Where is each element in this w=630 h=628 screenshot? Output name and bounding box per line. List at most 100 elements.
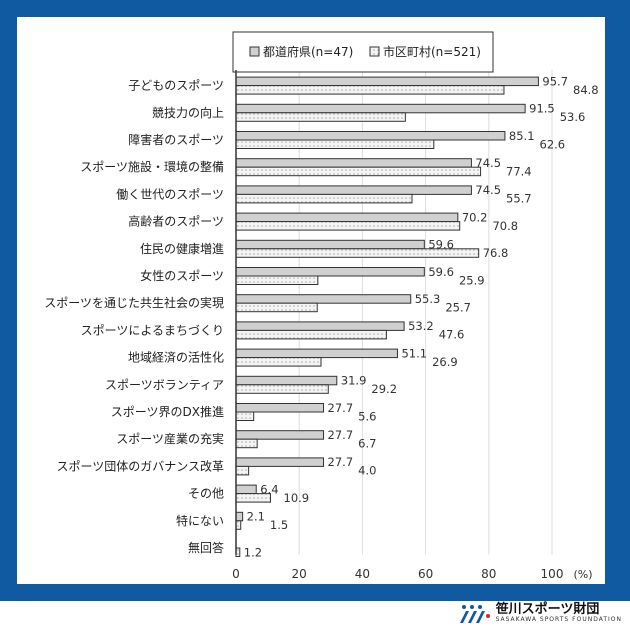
category-label: 地域経済の活性化: [128, 350, 224, 365]
logo-text-en: SASAKAWA SPORTS FOUNDATION: [495, 616, 622, 623]
data-label: 10.9: [284, 491, 310, 505]
bar-chart: 0 20 40 60 80 100 (%) 都道府県(n=47) 市区町村(n=521) 子どもの…: [44, 31, 599, 581]
category-label: スポーツを通じた共生社会の実現: [44, 295, 224, 310]
category-label: スポーツ施設・環境の整備: [80, 159, 224, 174]
category-label: スポーツボランティア: [105, 378, 224, 392]
data-label: 59.6: [428, 238, 454, 252]
bar-prefecture: [235, 267, 425, 277]
data-label: 85.1: [509, 129, 535, 143]
data-label: 76.8: [483, 246, 509, 260]
data-label: 62.6: [540, 137, 566, 151]
bar-municipality: [235, 438, 258, 449]
data-label: 70.2: [462, 210, 488, 224]
data-label: 1.2: [244, 545, 262, 559]
bar-municipality: [235, 465, 250, 476]
bar-municipality: [235, 193, 413, 204]
x-tick-label: 40: [355, 567, 370, 581]
x-tick-label: 80: [481, 567, 496, 581]
data-label: 47.6: [439, 328, 465, 342]
category-label: 障害者のスポーツ: [128, 132, 224, 147]
bar-prefecture: [235, 294, 412, 304]
data-label: 27.7: [328, 428, 354, 442]
logo-text-jp: 笹川スポーツ財団: [495, 602, 600, 617]
data-label: 26.9: [432, 355, 458, 369]
legend-label: 都道府県(n=47): [263, 44, 353, 59]
legend-label: 市区町村(n=521): [383, 44, 481, 59]
bar-prefecture: [235, 403, 325, 413]
legend-swatch: [249, 46, 260, 57]
bar-municipality: [235, 112, 406, 122]
x-tick-label: 100: [541, 567, 564, 581]
bar-prefecture: [235, 457, 325, 467]
category-label: 子どものスポーツ: [128, 79, 224, 93]
category-label: その他: [188, 487, 224, 501]
bar-municipality: [235, 384, 329, 394]
bar-prefecture: [235, 185, 472, 195]
category-label: 競技力の向上: [152, 105, 224, 120]
data-label: 74.5: [475, 156, 501, 170]
bar-municipality: [235, 221, 461, 231]
category-label: 特にない: [176, 513, 224, 528]
category-label: 無回答: [188, 540, 224, 555]
data-label: 53.6: [560, 110, 586, 124]
data-label: 55.3: [415, 292, 441, 306]
bar-municipality: [235, 411, 255, 421]
bar-prefecture: [235, 484, 257, 495]
data-label: 6.4: [260, 482, 278, 496]
category-label: スポーツ界のDX推進: [111, 405, 224, 419]
data-label: 55.7: [506, 192, 532, 206]
data-label: 25.9: [459, 273, 485, 287]
bar-municipality: [235, 139, 435, 149]
data-label: 51.1: [401, 346, 427, 360]
bar-municipality: [235, 302, 318, 313]
x-tick-label: 0: [232, 567, 240, 581]
bar-prefecture: [235, 430, 325, 440]
category-label: スポーツ団体のガバナンス改革: [56, 459, 224, 473]
bar-municipality: [235, 248, 480, 258]
bar-prefecture: [235, 103, 526, 114]
data-label: 95.7: [542, 74, 568, 88]
bar-prefecture: [235, 511, 244, 522]
data-label: 27.7: [328, 401, 354, 415]
bar-prefecture: [235, 131, 506, 141]
bar-municipality: [235, 166, 482, 177]
data-label: 84.8: [573, 83, 599, 97]
data-label: 77.4: [506, 164, 532, 178]
bar-municipality: [235, 357, 322, 367]
data-label: 29.2: [371, 382, 397, 396]
bar-municipality: [235, 85, 505, 95]
legend-box: [232, 31, 494, 73]
bar-prefecture: [235, 239, 425, 250]
category-label: 住民の健康増進: [140, 241, 224, 256]
footer-logo: 笹川スポーツ財団 SASAKAWA SPORTS FOUNDATION: [456, 603, 622, 624]
foundation-logo-icon: [459, 604, 490, 623]
data-label: 70.8: [492, 219, 518, 233]
category-label: スポーツ産業の充実: [116, 431, 224, 446]
bar-prefecture: [235, 212, 459, 223]
legend-swatch: [369, 46, 380, 57]
x-unit-label: (%): [573, 568, 592, 581]
data-label: 74.5: [475, 183, 501, 197]
data-label: 6.7: [358, 436, 376, 450]
category-label: スポーツによるまちづくり: [81, 323, 224, 337]
category-label: 働く世代のスポーツ: [116, 187, 224, 201]
category-label: 高齢者のスポーツ: [128, 214, 224, 229]
data-label: 4.0: [358, 464, 376, 478]
data-label: 5.6: [358, 409, 376, 423]
bar-municipality: [235, 275, 319, 285]
data-label: 31.9: [341, 374, 367, 388]
data-label: 1.5: [270, 518, 288, 532]
bar-prefecture: [235, 76, 539, 87]
data-label: 91.5: [529, 102, 555, 116]
bar-prefecture: [235, 321, 405, 331]
data-label: 59.6: [428, 265, 454, 279]
x-tick-label: 60: [418, 567, 433, 581]
bar-municipality: [235, 493, 271, 503]
data-label: 25.7: [445, 300, 471, 314]
bar-prefecture: [235, 375, 338, 386]
bar-municipality: [235, 329, 387, 340]
x-tick-label: 20: [292, 567, 307, 581]
category-label: 女性のスポーツ: [140, 268, 224, 283]
bar-prefecture: [235, 158, 472, 168]
data-label: 27.7: [328, 455, 354, 469]
